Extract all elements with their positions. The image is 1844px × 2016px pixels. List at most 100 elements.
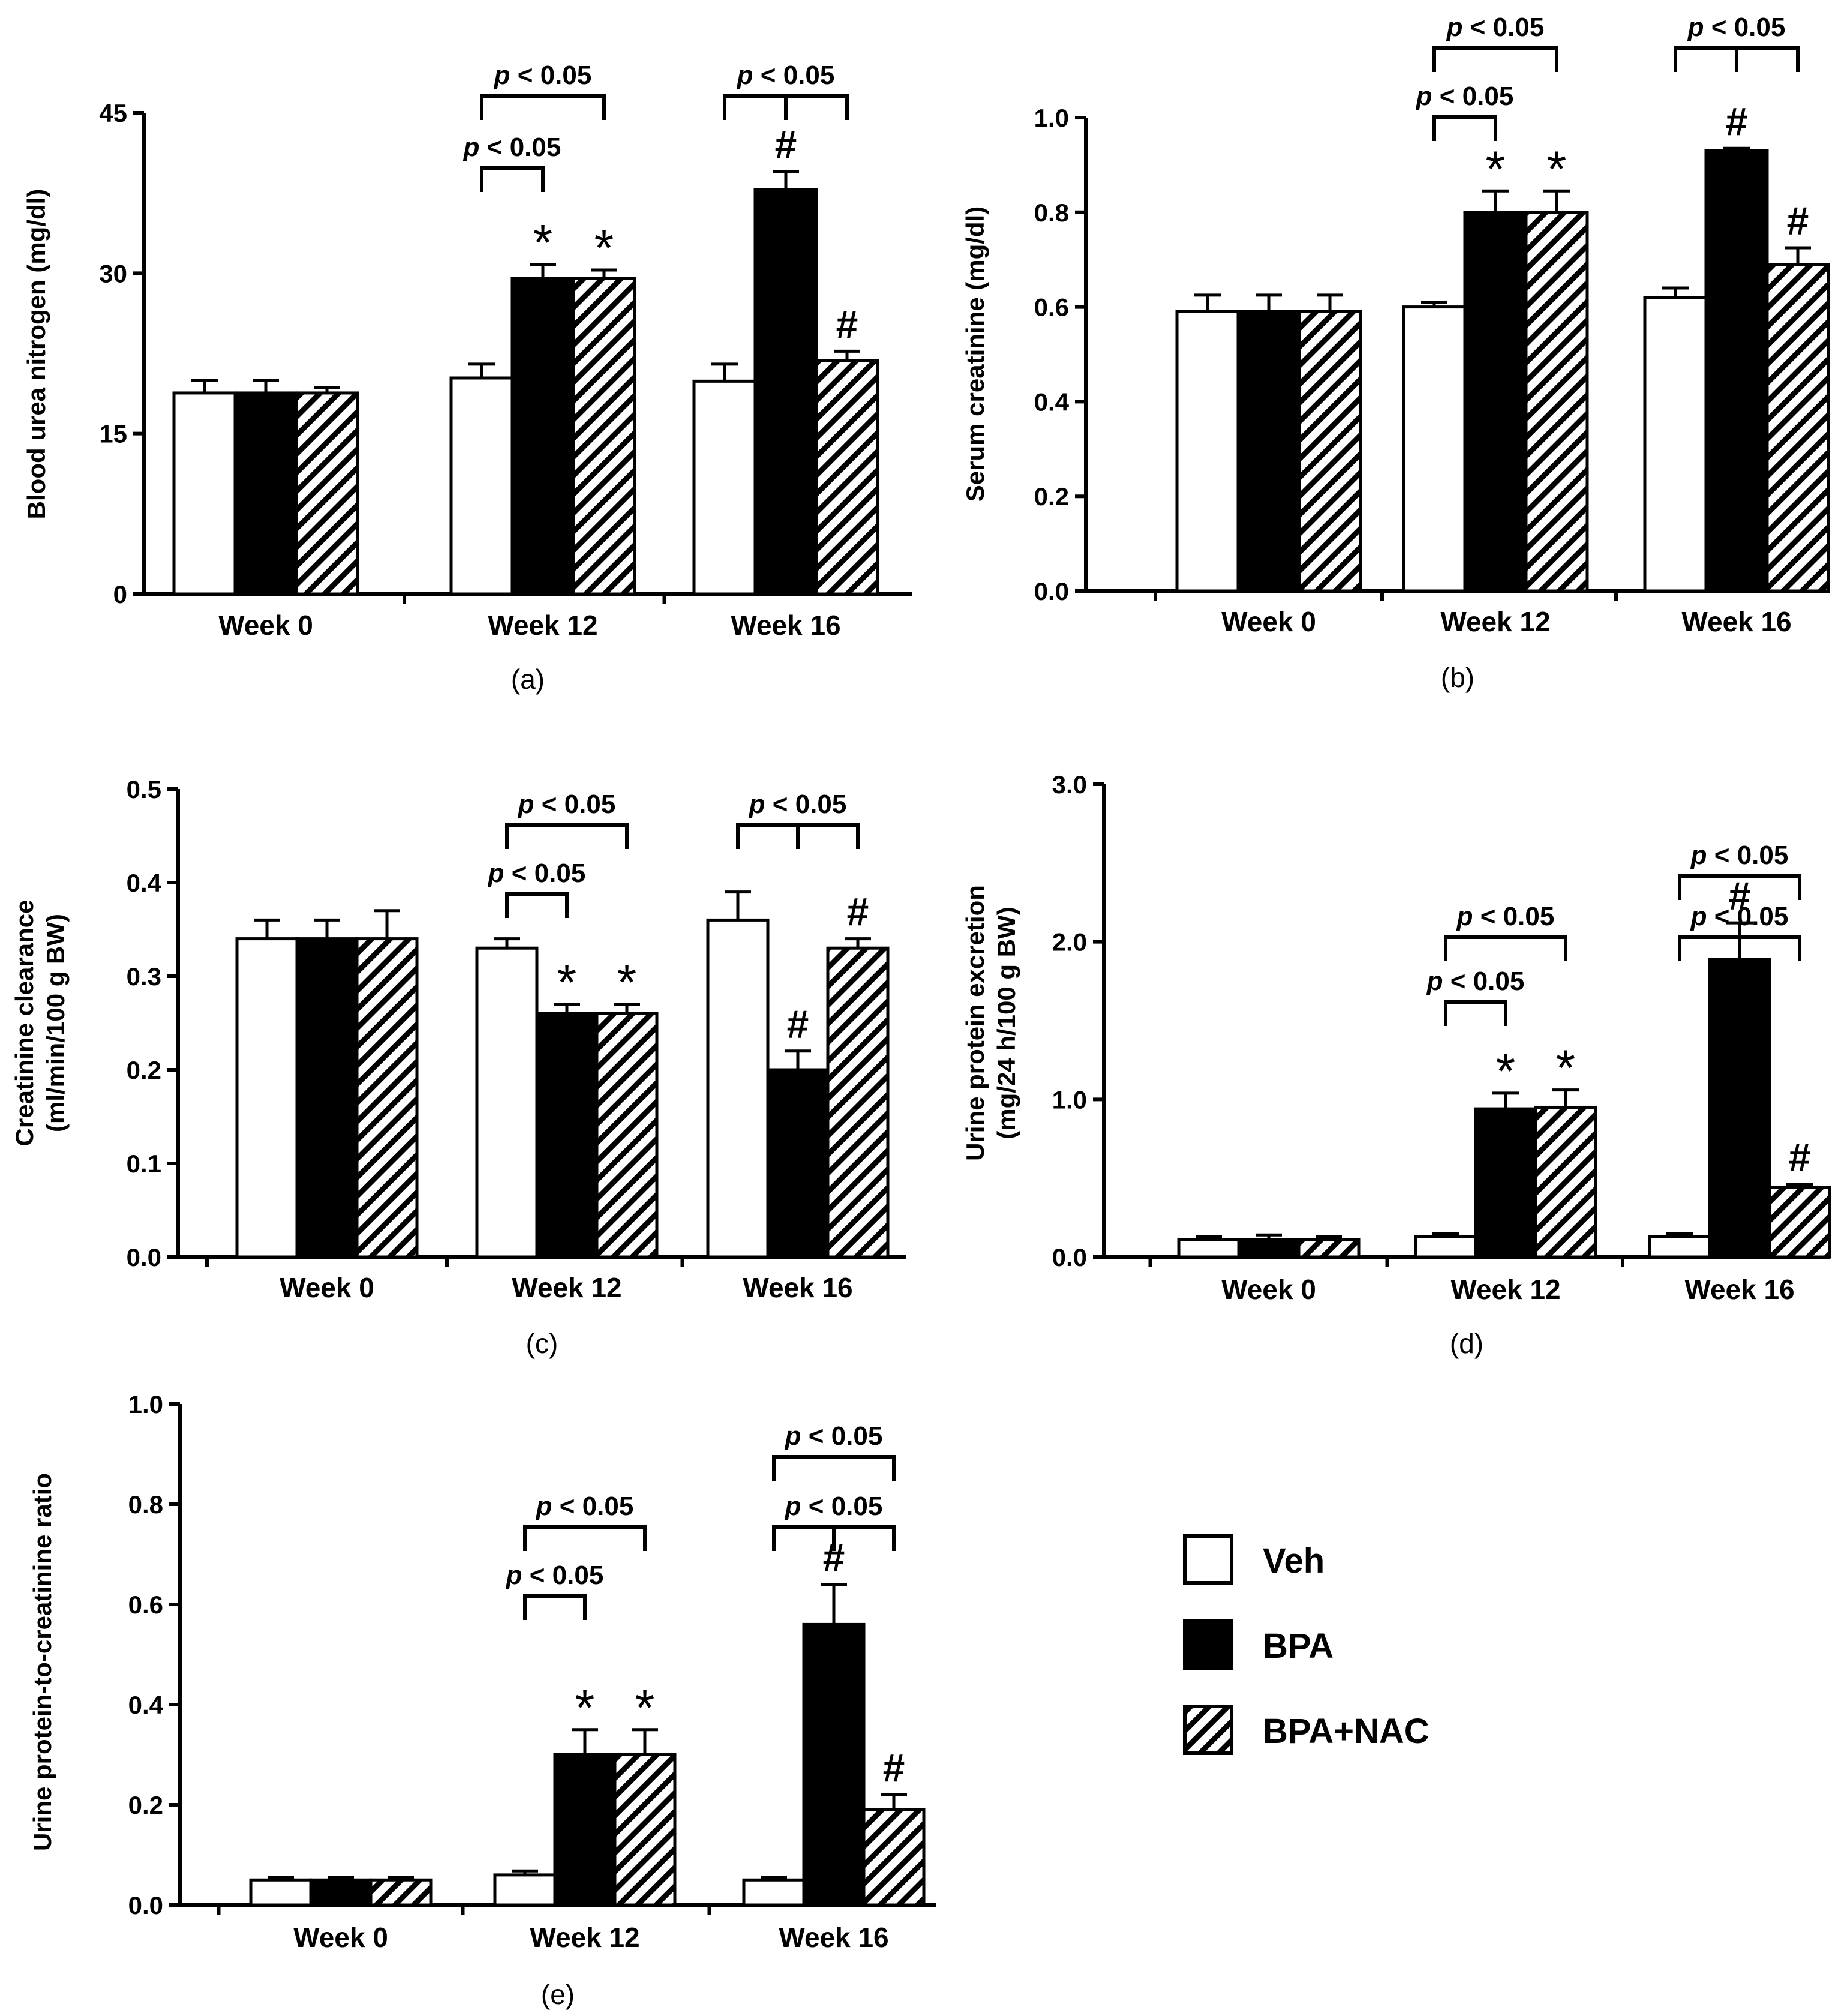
panel-label: (c) [526, 1328, 558, 1359]
significance-bracket: p < 0.05 [480, 61, 606, 120]
bar-bpa [753, 188, 818, 596]
significance-bracket: p < 0.05 [523, 1492, 647, 1551]
significance-hash: # [775, 122, 797, 167]
significance-star: * [1486, 140, 1506, 197]
p-value-label: p < 0.05 [749, 790, 847, 819]
y-tick-label: 0.0 [1034, 577, 1069, 605]
p-value-label: p < 0.05 [463, 133, 561, 162]
significance-star: * [575, 1679, 595, 1736]
bar-veh [249, 1878, 313, 1907]
panel-label: (d) [1450, 1328, 1483, 1359]
y-tick-label: 0.8 [1034, 199, 1069, 227]
bracket-line [523, 1525, 647, 1551]
p-value-label: p < 0.05 [1446, 13, 1545, 42]
bracket-line [1432, 46, 1558, 72]
chart-panel-a: 0 15 30 45 Week 0 Week 12 Week 16 Blood urea ni… [22, 61, 912, 695]
significance-bracket: p < 0.05 [723, 61, 849, 120]
bar-bpa [295, 937, 359, 1259]
category-label: Week 16 [731, 610, 840, 641]
significance-hash: # [1729, 874, 1751, 918]
y-axis-title: Creatinine clearance [10, 900, 38, 1147]
y-tick-label: 0.6 [1034, 293, 1069, 322]
p-value-label: p < 0.05 [1426, 967, 1525, 996]
p-value-label: p < 0.05 [1687, 13, 1786, 42]
significance-bracket: p < 0.05 [772, 1492, 896, 1551]
significance-bracket: p < 0.05 [463, 133, 561, 192]
significance-star: * [1556, 1040, 1576, 1096]
category-label: Week 0 [1221, 606, 1316, 637]
y-axis-title: Urine protein-to-creatinine ratio [28, 1473, 56, 1851]
significance-hash: # [787, 1002, 809, 1046]
bracket-line [523, 1594, 587, 1620]
y-tick-label: 0 [113, 580, 127, 608]
y-tick-label: 0.0 [1052, 1243, 1087, 1271]
significance-star: * [1547, 140, 1567, 197]
chart-panel-c: 0.0 0.1 0.2 0.3 0.4 0.5 Week 0 Week 12 Week 16 Cr… [10, 775, 906, 1359]
bar-bpa [1704, 149, 1769, 593]
significance-bracket: p < 0.05 [506, 1561, 604, 1620]
significance-hash: # [1789, 1135, 1811, 1180]
y-axis-title: Urine protein excretion [961, 885, 989, 1161]
y-tick-label: 0.4 [127, 869, 162, 897]
bar-bpa-nac [295, 391, 359, 596]
category-label: Week 0 [280, 1272, 374, 1303]
significance-star: * [594, 220, 614, 276]
y-tick-label: 0.2 [127, 1056, 161, 1084]
category-label: Week 16 [1681, 606, 1791, 637]
y-tick-label: 0.5 [127, 775, 161, 803]
category-label: Week 12 [1440, 606, 1550, 637]
bar-bpa [802, 1622, 866, 1907]
significance-bracket: p < 0.05 [1678, 841, 1801, 900]
bracket-line [505, 892, 569, 918]
bar-bpa [1236, 310, 1301, 593]
category-label: Week 12 [530, 1922, 639, 1953]
bar-bpa [1463, 211, 1528, 593]
significance-hash: # [1787, 199, 1809, 243]
bracket-line [1678, 874, 1801, 900]
p-value-label: p < 0.05 [1416, 82, 1514, 111]
y-tick-label: 0.0 [127, 1243, 161, 1271]
y-tick-label: 3.0 [1052, 770, 1087, 799]
bar-bpa [1474, 1107, 1537, 1259]
bar-bpa [1237, 1238, 1301, 1259]
significance-bracket: p < 0.05 [1432, 13, 1558, 72]
y-tick-label: 0.0 [128, 1891, 163, 1919]
legend-swatch-hatched [1183, 1705, 1233, 1755]
bar-veh [1648, 1235, 1711, 1259]
bar-veh [1175, 310, 1240, 593]
significance-bracket: p < 0.05 [1426, 967, 1525, 1026]
category-label: Week 12 [488, 610, 597, 641]
significance-star: * [557, 954, 577, 1010]
legend-label: BPA [1263, 1627, 1334, 1666]
bar-veh [449, 376, 514, 596]
bar-bpa-nac [613, 1753, 677, 1907]
significance-hash: # [1726, 99, 1748, 143]
bar-bpa-nac [1298, 310, 1362, 593]
legend: Veh BPA BPA+NAC [1183, 1534, 1429, 1755]
bar-bpa [510, 277, 575, 596]
significance-bracket: p < 0.05 [1674, 13, 1800, 72]
p-value-label: p < 0.05 [494, 61, 592, 90]
bracket-line [505, 823, 629, 849]
y-tick-label: 0.1 [127, 1150, 161, 1178]
bar-bpa-nac [1765, 263, 1830, 593]
bracket-line [1432, 115, 1497, 141]
significance-star: * [617, 954, 637, 1010]
category-label: Week 16 [743, 1272, 852, 1303]
bracket-line [772, 1455, 896, 1481]
bar-bpa [766, 1068, 830, 1259]
y-tick-label: 0.4 [128, 1691, 164, 1719]
bar-bpa [535, 1012, 599, 1259]
y-axis-title: Serum creatinine (mg/dl) [961, 206, 989, 502]
significance-star: * [635, 1679, 655, 1736]
significance-bracket: p < 0.05 [505, 790, 629, 849]
legend-label: Veh [1263, 1541, 1325, 1580]
p-value-label: p < 0.05 [785, 1421, 883, 1451]
y-tick-label: 0.8 [128, 1490, 163, 1519]
bar-veh [706, 918, 770, 1259]
p-value-label: p < 0.05 [506, 1561, 604, 1590]
p-value-label: p < 0.05 [536, 1492, 634, 1521]
bar-veh [692, 379, 757, 596]
significance-bracket: p < 0.05 [772, 1421, 896, 1481]
